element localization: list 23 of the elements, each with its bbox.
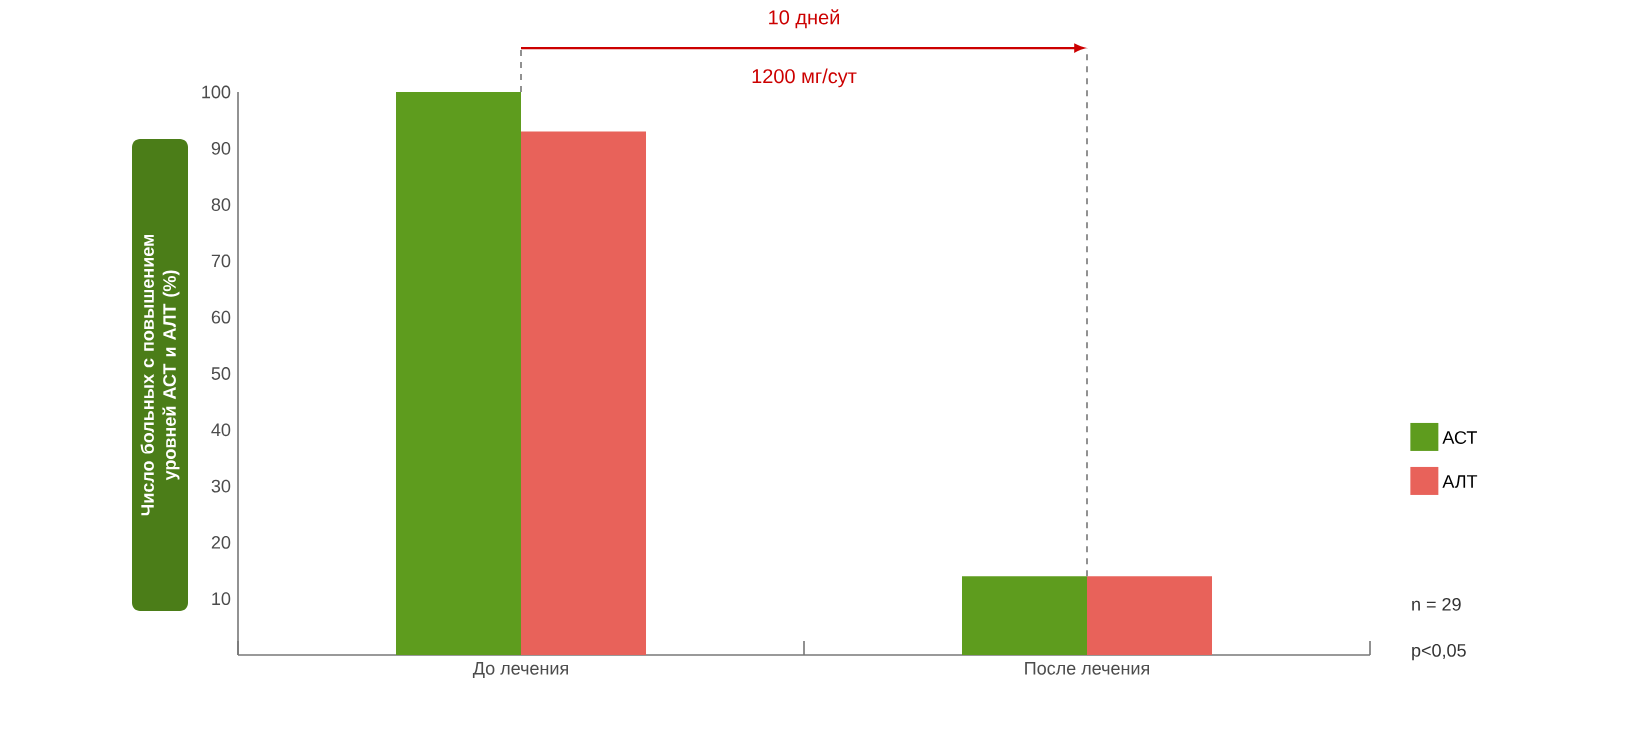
y-tick-label: 70 [211, 254, 231, 268]
bar [396, 92, 521, 655]
y-tick-label: 40 [211, 423, 231, 437]
bar [521, 131, 647, 655]
y-tick-label: 10 [212, 592, 231, 606]
y-tick-label: 20 [211, 536, 231, 549]
text: 1200 мг/сут [752, 68, 857, 88]
y-tick-label: 100 [202, 85, 231, 99]
y-tick-label: 80 [211, 198, 231, 211]
y-tick-label: 30 [211, 479, 231, 493]
text: 10 дней [769, 9, 839, 29]
y-tick-label: 90 [211, 141, 231, 155]
text: p<0,05 [1412, 644, 1466, 661]
bar [962, 576, 1087, 655]
bar [1087, 576, 1213, 655]
x-tick-label: До лечения [472, 662, 568, 679]
x-tick-label: После лечения [1025, 662, 1149, 675]
y-tick-label: 60 [211, 310, 231, 324]
legend-label: АЛТ [1442, 475, 1478, 488]
y-axis-title: Число больных с повышением уровней АСТ и АЛТ (%) [140, 234, 180, 516]
text: n = 29 [1412, 597, 1461, 611]
legend-label: АСТ [1442, 431, 1477, 444]
y-tick-label: 50 [211, 367, 231, 380]
